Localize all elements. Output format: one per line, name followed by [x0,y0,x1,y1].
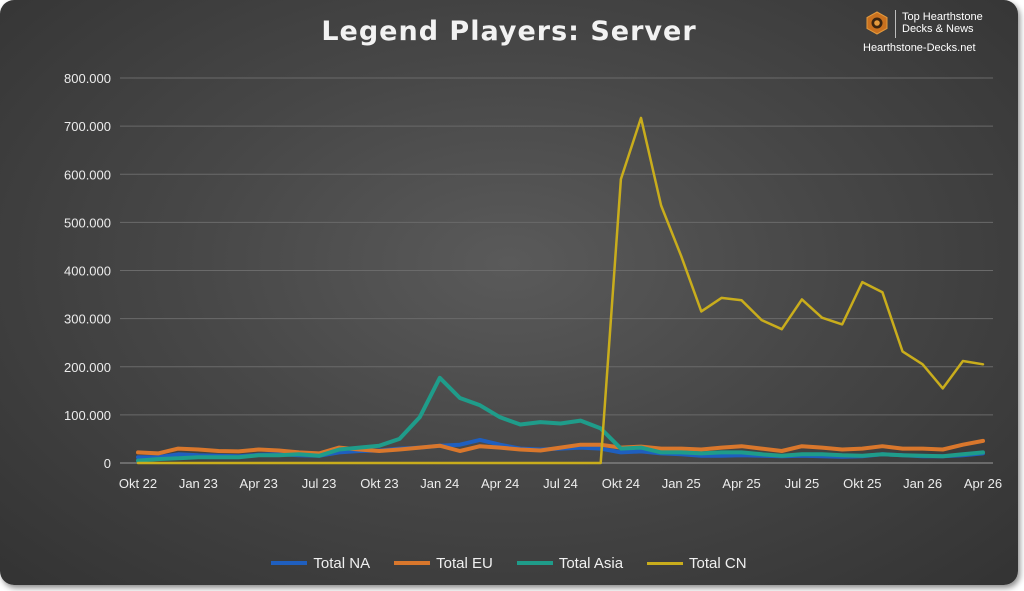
y-tick-label: 100.000 [64,408,111,423]
brand-tagline-1: Top Hearthstone [902,11,983,23]
legend-label: Total EU [436,554,493,572]
x-tick-label: Jul 24 [543,476,578,491]
x-tick-label: Okt 25 [843,476,881,491]
legend-swatch [271,561,308,565]
y-tick-label: 600.000 [64,167,111,182]
x-tick-label: Apr 26 [964,476,1002,491]
series-lines [136,116,985,465]
x-tick-label: Jan 23 [179,476,218,491]
x-tick-label: Apr 23 [240,476,278,491]
legend-swatch [647,562,684,565]
legend-label: Total CN [689,555,747,572]
x-tick-label: Okt 22 [119,476,157,491]
y-tick-label: 300.000 [64,312,111,327]
y-tick-label: 500.000 [64,215,111,230]
x-tick-label: Jul 23 [302,476,337,491]
series-line-total-cn [136,116,985,465]
y-axis-ticks: 0 100.000 200.000 300.000 400.000 500.000 600.… [64,71,111,471]
chart-title: Legend Players: Server [321,16,697,47]
legend-item[interactable]: Total CN [647,555,747,572]
y-tick-label: 0 [104,456,111,471]
series-line-total-asia [136,375,985,463]
legend: Total NA Total EU Total Asia Total CN [0,552,1018,572]
legend-swatch [516,561,553,565]
legend-label: Total NA [313,554,371,572]
hearthstone-logo-icon [866,11,888,35]
x-tick-label: Okt 23 [360,476,398,491]
legend-item[interactable]: Total EU [394,555,493,572]
y-tick-label: 400.000 [64,264,111,279]
y-tick-label: 700.000 [64,119,111,134]
legend-label: Total Asia [558,554,624,572]
y-tick-label: 200.000 [64,360,111,375]
brand-divider [895,10,896,38]
series-line-total-eu [136,438,985,456]
x-axis-ticks: Okt 22 Jan 23 Apr 23 Jul 23 Okt 23 Jan 24 Apr … [119,476,1002,491]
x-tick-label: Apr 24 [481,476,519,491]
brand-tagline-2: Decks & News [902,23,974,35]
x-tick-label: Jan 24 [420,476,459,491]
legend-item[interactable]: Total NA [271,555,370,572]
brand-badge[interactable]: Top Hearthstone Decks & News Hearthstone… [863,8,996,56]
x-tick-label: Okt 24 [602,476,640,491]
legend-item[interactable]: Total Asia [516,554,624,572]
grid-lines [120,77,993,464]
legend-swatch [394,561,431,565]
x-tick-label: Jul 25 [785,476,820,491]
brand-url[interactable]: Hearthstone-Decks.net [863,42,976,54]
y-tick-label: 800.000 [64,71,111,86]
x-tick-label: Jan 25 [662,476,701,491]
x-tick-label: Apr 25 [722,476,760,491]
x-tick-label: Jan 26 [903,476,942,491]
